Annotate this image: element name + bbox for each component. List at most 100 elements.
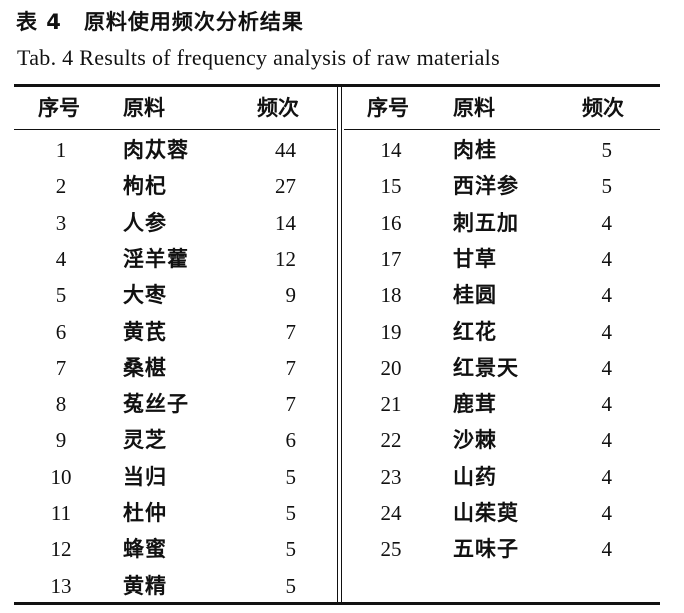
seq-cell: 5 — [55, 283, 67, 308]
material-cell: 桂圆 — [453, 283, 497, 308]
material-cell: 大枣 — [123, 283, 167, 308]
material-cell: 黄精 — [123, 573, 167, 598]
frequency-cell: 5 — [285, 501, 297, 525]
seq-cell: 4 — [55, 246, 67, 271]
frequency-cell: 4 — [601, 464, 613, 489]
frequency-cell: 4 — [601, 428, 613, 453]
column-divider-2 — [341, 87, 342, 602]
frequency-cell: 6 — [285, 428, 297, 453]
material-cell: 黄芪 — [123, 319, 167, 344]
table-title-text: 原料使用频次分析结果 — [83, 10, 304, 34]
material-cell: 人参 — [123, 210, 167, 235]
seq-cell: 9 — [55, 428, 67, 453]
frequency-cell: 5 — [285, 537, 297, 562]
table-row: 24 山茱萸 4 — [0, 495, 684, 531]
table-row: 3 人参 14 — [0, 205, 684, 241]
table-row: 14 肉桂 5 — [0, 132, 684, 168]
table-title-cn: 表 4 原料使用频次分析结果 — [16, 6, 304, 36]
seq-cell: 19 — [380, 319, 402, 344]
frequency-cell: 14 — [275, 210, 296, 235]
table-row: 17 甘草 4 — [0, 241, 684, 277]
seq-cell: 24 — [380, 501, 402, 525]
frequency-cell: 27 — [275, 174, 296, 199]
header-rule-left — [14, 129, 336, 130]
seq-cell: 7 — [55, 355, 67, 380]
header-material-right: 原料 — [453, 96, 495, 120]
material-cell: 杜仲 — [123, 501, 167, 525]
material-cell: 肉苁蓉 — [123, 138, 189, 162]
seq-cell: 15 — [380, 174, 402, 199]
column-divider-1 — [337, 87, 338, 602]
seq-cell: 13 — [50, 573, 72, 598]
seq-cell: 18 — [380, 283, 402, 308]
frequency-cell: 9 — [285, 283, 297, 308]
table-row: 1 肉苁蓉 44 — [0, 132, 684, 168]
seq-cell: 16 — [380, 210, 402, 235]
header-seq-right: 序号 — [367, 96, 409, 120]
table-row: 9 灵芝 6 — [0, 422, 684, 458]
material-cell: 蜂蜜 — [123, 537, 167, 562]
seq-cell: 25 — [380, 537, 402, 562]
seq-cell: 21 — [380, 392, 402, 417]
table-row: 5 大枣 9 — [0, 277, 684, 313]
frequency-cell: 7 — [285, 355, 297, 380]
material-cell: 菟丝子 — [123, 392, 189, 417]
frequency-cell: 4 — [601, 319, 613, 344]
seq-cell: 17 — [380, 246, 402, 271]
seq-cell: 8 — [55, 392, 67, 417]
table-row: 6 黄芪 7 — [0, 314, 684, 350]
table-number: 表 4 — [16, 10, 62, 34]
material-cell: 红景天 — [453, 355, 519, 380]
frequency-cell: 4 — [601, 246, 613, 271]
material-cell: 红花 — [453, 319, 497, 344]
seq-cell: 3 — [55, 210, 67, 235]
table-row: 19 红花 4 — [0, 314, 684, 350]
seq-cell: 22 — [380, 428, 402, 453]
seq-cell: 12 — [50, 537, 72, 562]
header-seq-left: 序号 — [38, 96, 80, 120]
header-frequency-left: 频次 — [257, 96, 299, 120]
seq-cell: 6 — [55, 319, 67, 344]
material-cell: 肉桂 — [453, 138, 497, 162]
frequency-cell: 5 — [601, 174, 613, 199]
seq-cell: 14 — [380, 138, 402, 162]
seq-cell: 2 — [55, 174, 67, 199]
material-cell: 山药 — [453, 464, 497, 489]
frequency-cell: 4 — [601, 537, 613, 562]
table-row: 11 杜仲 5 — [0, 495, 684, 531]
frequency-cell: 4 — [601, 355, 613, 380]
top-rule — [14, 84, 660, 87]
material-cell: 淫羊藿 — [123, 246, 189, 271]
table-title-en: Tab. 4 Results of frequency analysis of … — [17, 45, 500, 70]
table-row: 18 桂圆 4 — [0, 277, 684, 313]
frequency-cell: 5 — [285, 573, 297, 598]
material-cell: 甘草 — [453, 246, 497, 271]
material-cell: 西洋参 — [453, 174, 519, 199]
header-frequency-right: 频次 — [582, 96, 624, 120]
material-cell: 山茱萸 — [453, 501, 519, 525]
seq-cell: 10 — [50, 464, 72, 489]
frequency-cell: 7 — [285, 392, 297, 417]
frequency-cell: 7 — [285, 319, 297, 344]
table-row: 12 蜂蜜 5 — [0, 531, 684, 567]
material-cell: 五味子 — [453, 537, 519, 562]
material-cell: 鹿茸 — [453, 392, 497, 417]
header-material-left: 原料 — [123, 96, 165, 120]
table-row: 7 桑椹 7 — [0, 350, 684, 386]
frequency-cell: 4 — [601, 392, 613, 417]
table-row: 22 沙棘 4 — [0, 422, 684, 458]
material-cell: 当归 — [123, 464, 167, 489]
material-cell: 沙棘 — [453, 428, 497, 453]
table-row: 2 枸杞 27 — [0, 168, 684, 204]
frequency-cell: 12 — [275, 246, 296, 271]
frequency-cell: 4 — [601, 501, 613, 525]
seq-cell: 23 — [380, 464, 402, 489]
table-row: 10 当归 5 — [0, 459, 684, 495]
table-row: 15 西洋参 5 — [0, 168, 684, 204]
table-row: 8 菟丝子 7 — [0, 386, 684, 422]
frequency-cell: 5 — [285, 464, 297, 489]
material-cell: 桑椹 — [123, 355, 167, 380]
header-rule-right — [344, 129, 660, 130]
frequency-cell: 44 — [275, 138, 296, 162]
seq-cell: 11 — [50, 501, 72, 525]
